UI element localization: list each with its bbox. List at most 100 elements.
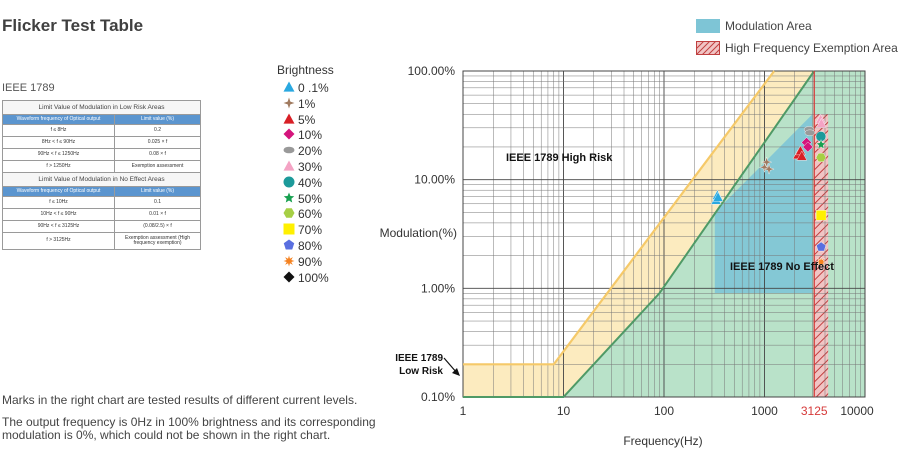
data-point-60 bbox=[815, 152, 827, 163]
hexagon-icon bbox=[283, 208, 295, 219]
y-axis-label: Modulation(%) bbox=[380, 226, 457, 240]
legend-label: 90% bbox=[298, 254, 323, 269]
table-cell: (0.08/2.5) × f bbox=[113, 220, 202, 233]
data-point-70 bbox=[815, 210, 827, 221]
table-row: 10Hz < f ≤ 90Hz 0.01 × f bbox=[2, 208, 202, 221]
table-cell: 8Hz < f ≤ 90Hz bbox=[2, 136, 115, 149]
legend-label: 40% bbox=[298, 175, 323, 190]
table-row: f ≤ 10Hz 0.1 bbox=[2, 196, 202, 209]
table-header-frequency: Waveform frequency of Optical output bbox=[2, 114, 115, 125]
low-risk-limit-line bbox=[463, 70, 776, 366]
legend-label: 30% bbox=[298, 160, 323, 174]
table-cell: f > 1250Hz bbox=[2, 160, 115, 173]
table-cell: 0.01 × f bbox=[113, 208, 202, 221]
legend-item-100: 100% bbox=[282, 270, 329, 285]
legend-modulation-area: Modulation Area bbox=[696, 19, 812, 33]
table-cell: 90Hz < f ≤ 1250Hz bbox=[2, 148, 115, 161]
data-point-80 bbox=[816, 241, 827, 252]
y-tick-label: 100.00% bbox=[408, 64, 456, 78]
table-cell: f > 3125Hz bbox=[2, 232, 115, 250]
no-effect-table-title: Limit Value of Modulation in No Effect A… bbox=[1, 172, 202, 187]
legend-label: 100% bbox=[298, 270, 329, 285]
table-cell: 90Hz < f ≤ 3125Hz bbox=[2, 220, 115, 233]
data-point-20 bbox=[804, 129, 816, 136]
legend-item-5: 5% bbox=[282, 112, 316, 127]
data-point-90 bbox=[815, 256, 827, 268]
table-cell: f ≤ 10Hz bbox=[2, 196, 115, 209]
table-cell: 0.08 × f bbox=[113, 148, 202, 161]
legend-item-1: 1% bbox=[282, 96, 316, 111]
legend-label: 1% bbox=[298, 96, 316, 111]
legend-item-80: 80% bbox=[282, 239, 323, 253]
table-row: f > 1250Hz Exemption assessment bbox=[2, 160, 202, 173]
legend-label: 60% bbox=[298, 207, 323, 222]
star4-icon bbox=[283, 97, 295, 109]
triangle-icon bbox=[283, 81, 295, 92]
data-point-10 bbox=[802, 141, 814, 153]
legend-label: 80% bbox=[298, 239, 323, 253]
star5-icon bbox=[283, 192, 295, 203]
square-icon bbox=[283, 223, 295, 235]
legend-label: 50% bbox=[298, 191, 323, 206]
table-cell: Exemption assessment bbox=[113, 160, 202, 173]
x-tick-label: 10 bbox=[557, 404, 571, 418]
legend-label: 20% bbox=[298, 144, 323, 159]
standard-label: IEEE 1789 bbox=[2, 82, 55, 94]
low-risk-table-title: Limit Value of Modulation in Low Risk Ar… bbox=[1, 100, 202, 115]
legend-item-40: 40% bbox=[282, 175, 323, 190]
x-axis-label: Frequency(Hz) bbox=[623, 434, 702, 448]
legend-item-50: 50% bbox=[282, 191, 323, 206]
legend-item-60: 60% bbox=[282, 207, 323, 222]
data-point-30 bbox=[816, 117, 827, 128]
note-tested-results: Marks in the right chart are tested resu… bbox=[2, 393, 358, 407]
annotation-high-risk: IEEE 1789 High Risk bbox=[506, 152, 613, 164]
x-tick-label: 10000 bbox=[840, 404, 874, 418]
page-title: Flicker Test Table bbox=[2, 16, 144, 35]
legend-label: 70% bbox=[298, 223, 323, 238]
exemption-area-label: High Frequency Exemption Area bbox=[725, 41, 898, 55]
data-point-1 bbox=[763, 163, 775, 175]
exemption-area-swatch bbox=[696, 41, 720, 55]
table-cell: Exemption assessment (High frequency exe… bbox=[113, 232, 202, 250]
flicker-chart: 100.00% 10.00% 1.00% 0.10% 1 10 100 1000 3125 100… bbox=[380, 64, 874, 448]
legend-item-70: 70% bbox=[282, 223, 323, 238]
annotation-low-risk: IEEE 1789 bbox=[395, 353, 443, 364]
legend-label: 5% bbox=[298, 112, 316, 127]
table-cell: 0.1 bbox=[113, 196, 202, 209]
triangle-icon bbox=[283, 160, 295, 171]
legend-item-20: 20% bbox=[282, 144, 323, 159]
table-header-limit: Limit value (%) bbox=[113, 114, 202, 125]
table-cell: 0.025 × f bbox=[113, 136, 202, 149]
legend-item-0-1: 0 .1% bbox=[282, 81, 329, 95]
data-point-1 bbox=[760, 156, 773, 168]
table-row: f ≤ 8Hz 0.2 bbox=[2, 124, 202, 137]
legend-item-30: 30% bbox=[282, 160, 323, 174]
table-header-limit: Limit value (%) bbox=[113, 186, 202, 197]
y-tick-label: 0.10% bbox=[421, 390, 455, 404]
annotation-low-risk: Low Risk bbox=[399, 366, 443, 377]
annotation-no-effect: IEEE 1789 No Effect bbox=[730, 261, 834, 273]
diamond-icon bbox=[283, 128, 295, 140]
diamond-icon bbox=[283, 271, 295, 283]
plot-frame bbox=[462, 70, 866, 398]
legend-item-90: 90% bbox=[282, 254, 323, 269]
ellipse-icon bbox=[283, 146, 295, 154]
x-tick-label: 3125 bbox=[801, 404, 828, 418]
data-point-5 bbox=[796, 150, 808, 161]
data-point-40 bbox=[815, 131, 827, 142]
y-tick-label: 1.00% bbox=[421, 281, 455, 295]
table-header-frequency: Waveform frequency of Optical output bbox=[2, 186, 115, 197]
legend-label: 0 .1% bbox=[298, 81, 329, 95]
table-cell: 0.2 bbox=[113, 124, 202, 137]
modulation-area-label: Modulation Area bbox=[725, 19, 812, 33]
legend-label: 10% bbox=[298, 128, 323, 143]
x-tick-label: 100 bbox=[654, 404, 674, 418]
star8-icon bbox=[283, 255, 295, 267]
modulation-area-swatch bbox=[696, 19, 720, 33]
pentagon-icon bbox=[283, 239, 295, 250]
triangle-icon bbox=[283, 113, 295, 124]
table-cell: 10Hz < f ≤ 90Hz bbox=[2, 208, 115, 221]
legend-exemption-area: High Frequency Exemption Area bbox=[696, 41, 898, 55]
x-tick-label: 1 bbox=[460, 404, 467, 418]
data-point-0-1 bbox=[712, 191, 724, 202]
